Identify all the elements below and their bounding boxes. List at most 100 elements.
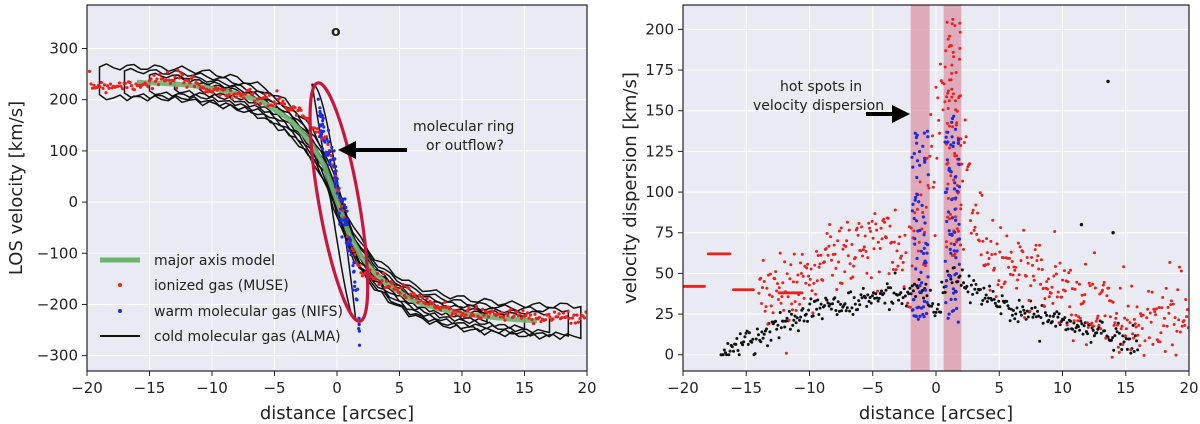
nifs-point <box>324 153 328 157</box>
nifs-point <box>956 141 961 145</box>
muse-point <box>107 86 111 90</box>
muse-point <box>1071 339 1075 343</box>
alma-point <box>922 296 926 300</box>
alma-point <box>1014 312 1018 316</box>
muse-point <box>393 284 398 289</box>
muse-point <box>1154 313 1158 317</box>
legend-swatch-dot <box>118 309 122 313</box>
muse-point <box>1063 289 1067 293</box>
muse-point <box>1050 285 1054 289</box>
muse-point <box>251 91 255 96</box>
muse-point <box>290 108 294 112</box>
nifs-point <box>356 287 360 291</box>
alma-point <box>979 288 982 291</box>
alma-point <box>783 325 787 329</box>
muse-point <box>955 154 959 158</box>
muse-point <box>1019 259 1023 263</box>
muse-point <box>1091 282 1095 286</box>
muse-point <box>237 91 242 95</box>
legend-label: major axis model <box>154 253 275 269</box>
muse-point <box>933 234 937 238</box>
muse-point <box>779 301 783 305</box>
nifs-point <box>951 287 956 291</box>
muse-point <box>1061 278 1065 282</box>
muse-point <box>120 87 125 91</box>
muse-point <box>201 86 206 90</box>
muse-point <box>149 77 153 81</box>
muse-point <box>762 280 766 283</box>
alma-point <box>930 304 934 308</box>
nifs-point <box>953 297 958 301</box>
muse-point <box>950 87 954 91</box>
muse-point <box>884 236 888 240</box>
muse-point <box>537 315 542 319</box>
nifs-point <box>953 207 957 211</box>
muse-point <box>1175 329 1179 333</box>
muse-point <box>1149 320 1153 324</box>
nifs-point <box>915 141 919 145</box>
muse-point <box>766 322 770 326</box>
nifs-point <box>946 130 950 134</box>
nifs-point <box>952 187 957 191</box>
muse-point <box>898 235 902 239</box>
muse-point <box>1103 314 1107 318</box>
nifs-point <box>345 209 349 213</box>
alma-point <box>1074 326 1078 330</box>
alma-point <box>742 340 746 344</box>
alma-point <box>975 291 979 295</box>
alma-point <box>874 292 878 296</box>
muse-point <box>180 73 185 77</box>
muse-point <box>1073 287 1077 291</box>
alma-point <box>801 307 805 311</box>
alma-point <box>882 291 886 295</box>
alma-contour-line <box>173 76 526 330</box>
nifs-point <box>952 291 956 295</box>
muse-point <box>1099 327 1103 331</box>
alma-point <box>1057 312 1061 316</box>
muse-point <box>119 84 123 88</box>
alma-point <box>1128 337 1132 341</box>
alma-point <box>1038 339 1042 343</box>
muse-point <box>1153 310 1157 314</box>
muse-point <box>945 95 949 99</box>
muse-point <box>1124 334 1127 338</box>
y-tick-label: −100 <box>37 244 78 262</box>
muse-point <box>1085 321 1089 325</box>
muse-point <box>815 279 819 283</box>
alma-point <box>737 353 741 357</box>
muse-point <box>1159 331 1163 335</box>
muse-point <box>950 95 954 99</box>
legend-label: ionized gas (MUSE) <box>154 278 289 294</box>
muse-point <box>973 225 977 229</box>
muse-point <box>267 93 272 97</box>
alma-point <box>878 292 882 295</box>
muse-point <box>218 93 222 97</box>
muse-point <box>836 239 840 243</box>
muse-point <box>944 49 948 53</box>
muse-point <box>791 308 794 312</box>
muse-point <box>108 82 113 86</box>
muse-point <box>927 186 931 190</box>
alma-point <box>933 314 937 318</box>
muse-point <box>768 293 771 297</box>
alma-point <box>813 299 817 303</box>
muse-point <box>570 316 575 320</box>
muse-point <box>243 92 248 96</box>
muse-point <box>155 77 159 81</box>
muse-point <box>1123 316 1127 320</box>
alma-point <box>753 352 757 356</box>
nifs-point <box>338 222 342 226</box>
nifs-point <box>919 249 923 253</box>
muse-point <box>783 260 787 264</box>
alma-point <box>864 296 867 300</box>
muse-point <box>868 226 872 230</box>
alma-point <box>746 342 750 346</box>
muse-point <box>912 229 916 233</box>
muse-point <box>947 99 951 103</box>
muse-point <box>234 95 239 99</box>
muse-point <box>919 193 923 197</box>
alma-point <box>1022 308 1026 312</box>
muse-point <box>1166 305 1170 309</box>
alma-point <box>981 299 985 302</box>
muse-point <box>1163 350 1167 353</box>
